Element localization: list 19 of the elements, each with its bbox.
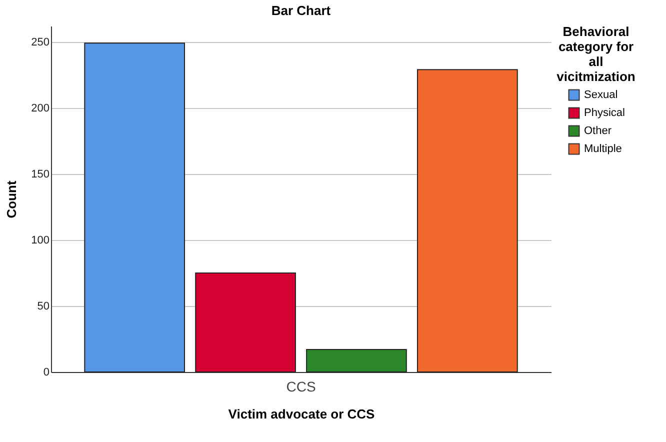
legend-title: Behavioral category for all vicitmization xyxy=(556,24,636,84)
x-tick-label: CCS xyxy=(286,378,316,394)
bar xyxy=(306,349,407,372)
legend-label: Sexual xyxy=(584,89,618,101)
y-tick-label: 100 xyxy=(31,234,50,246)
legend-label: Multiple xyxy=(584,143,622,155)
y-tick-label: 0 xyxy=(43,366,50,378)
bar xyxy=(416,69,518,372)
legend-label: Other xyxy=(584,125,612,137)
legend-label: Physical xyxy=(584,107,625,119)
bar xyxy=(84,42,186,372)
bar xyxy=(195,272,296,372)
y-tick-label: 150 xyxy=(31,168,50,180)
y-tick-label: 250 xyxy=(31,36,50,48)
y-tick-label: 200 xyxy=(31,102,50,114)
chart-title: Bar Chart xyxy=(271,3,332,18)
y-axis-title: Count xyxy=(4,180,20,218)
x-axis-title: Victim advocate or CCS xyxy=(228,406,376,422)
y-tick-label: 50 xyxy=(37,300,50,312)
